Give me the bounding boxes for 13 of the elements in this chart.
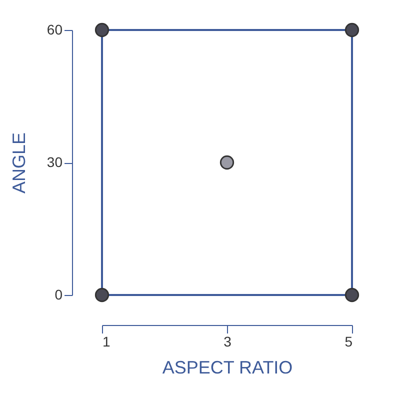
point — [94, 288, 110, 302]
point — [344, 288, 360, 302]
point — [94, 22, 110, 38]
point — [344, 22, 360, 38]
x-axis-title: ASPECT RATIO — [162, 358, 293, 378]
y-axis-title: ANGLE — [8, 132, 29, 194]
x-tick-label: 3 — [224, 334, 232, 350]
y-tick-label: 30 — [46, 154, 63, 170]
y-tick-label: 60 — [46, 22, 63, 38]
x-tick-label: 1 — [102, 334, 110, 350]
y-tick-label: 0 — [54, 286, 63, 302]
point — [220, 155, 234, 170]
x-tick-label: 5 — [344, 334, 353, 350]
